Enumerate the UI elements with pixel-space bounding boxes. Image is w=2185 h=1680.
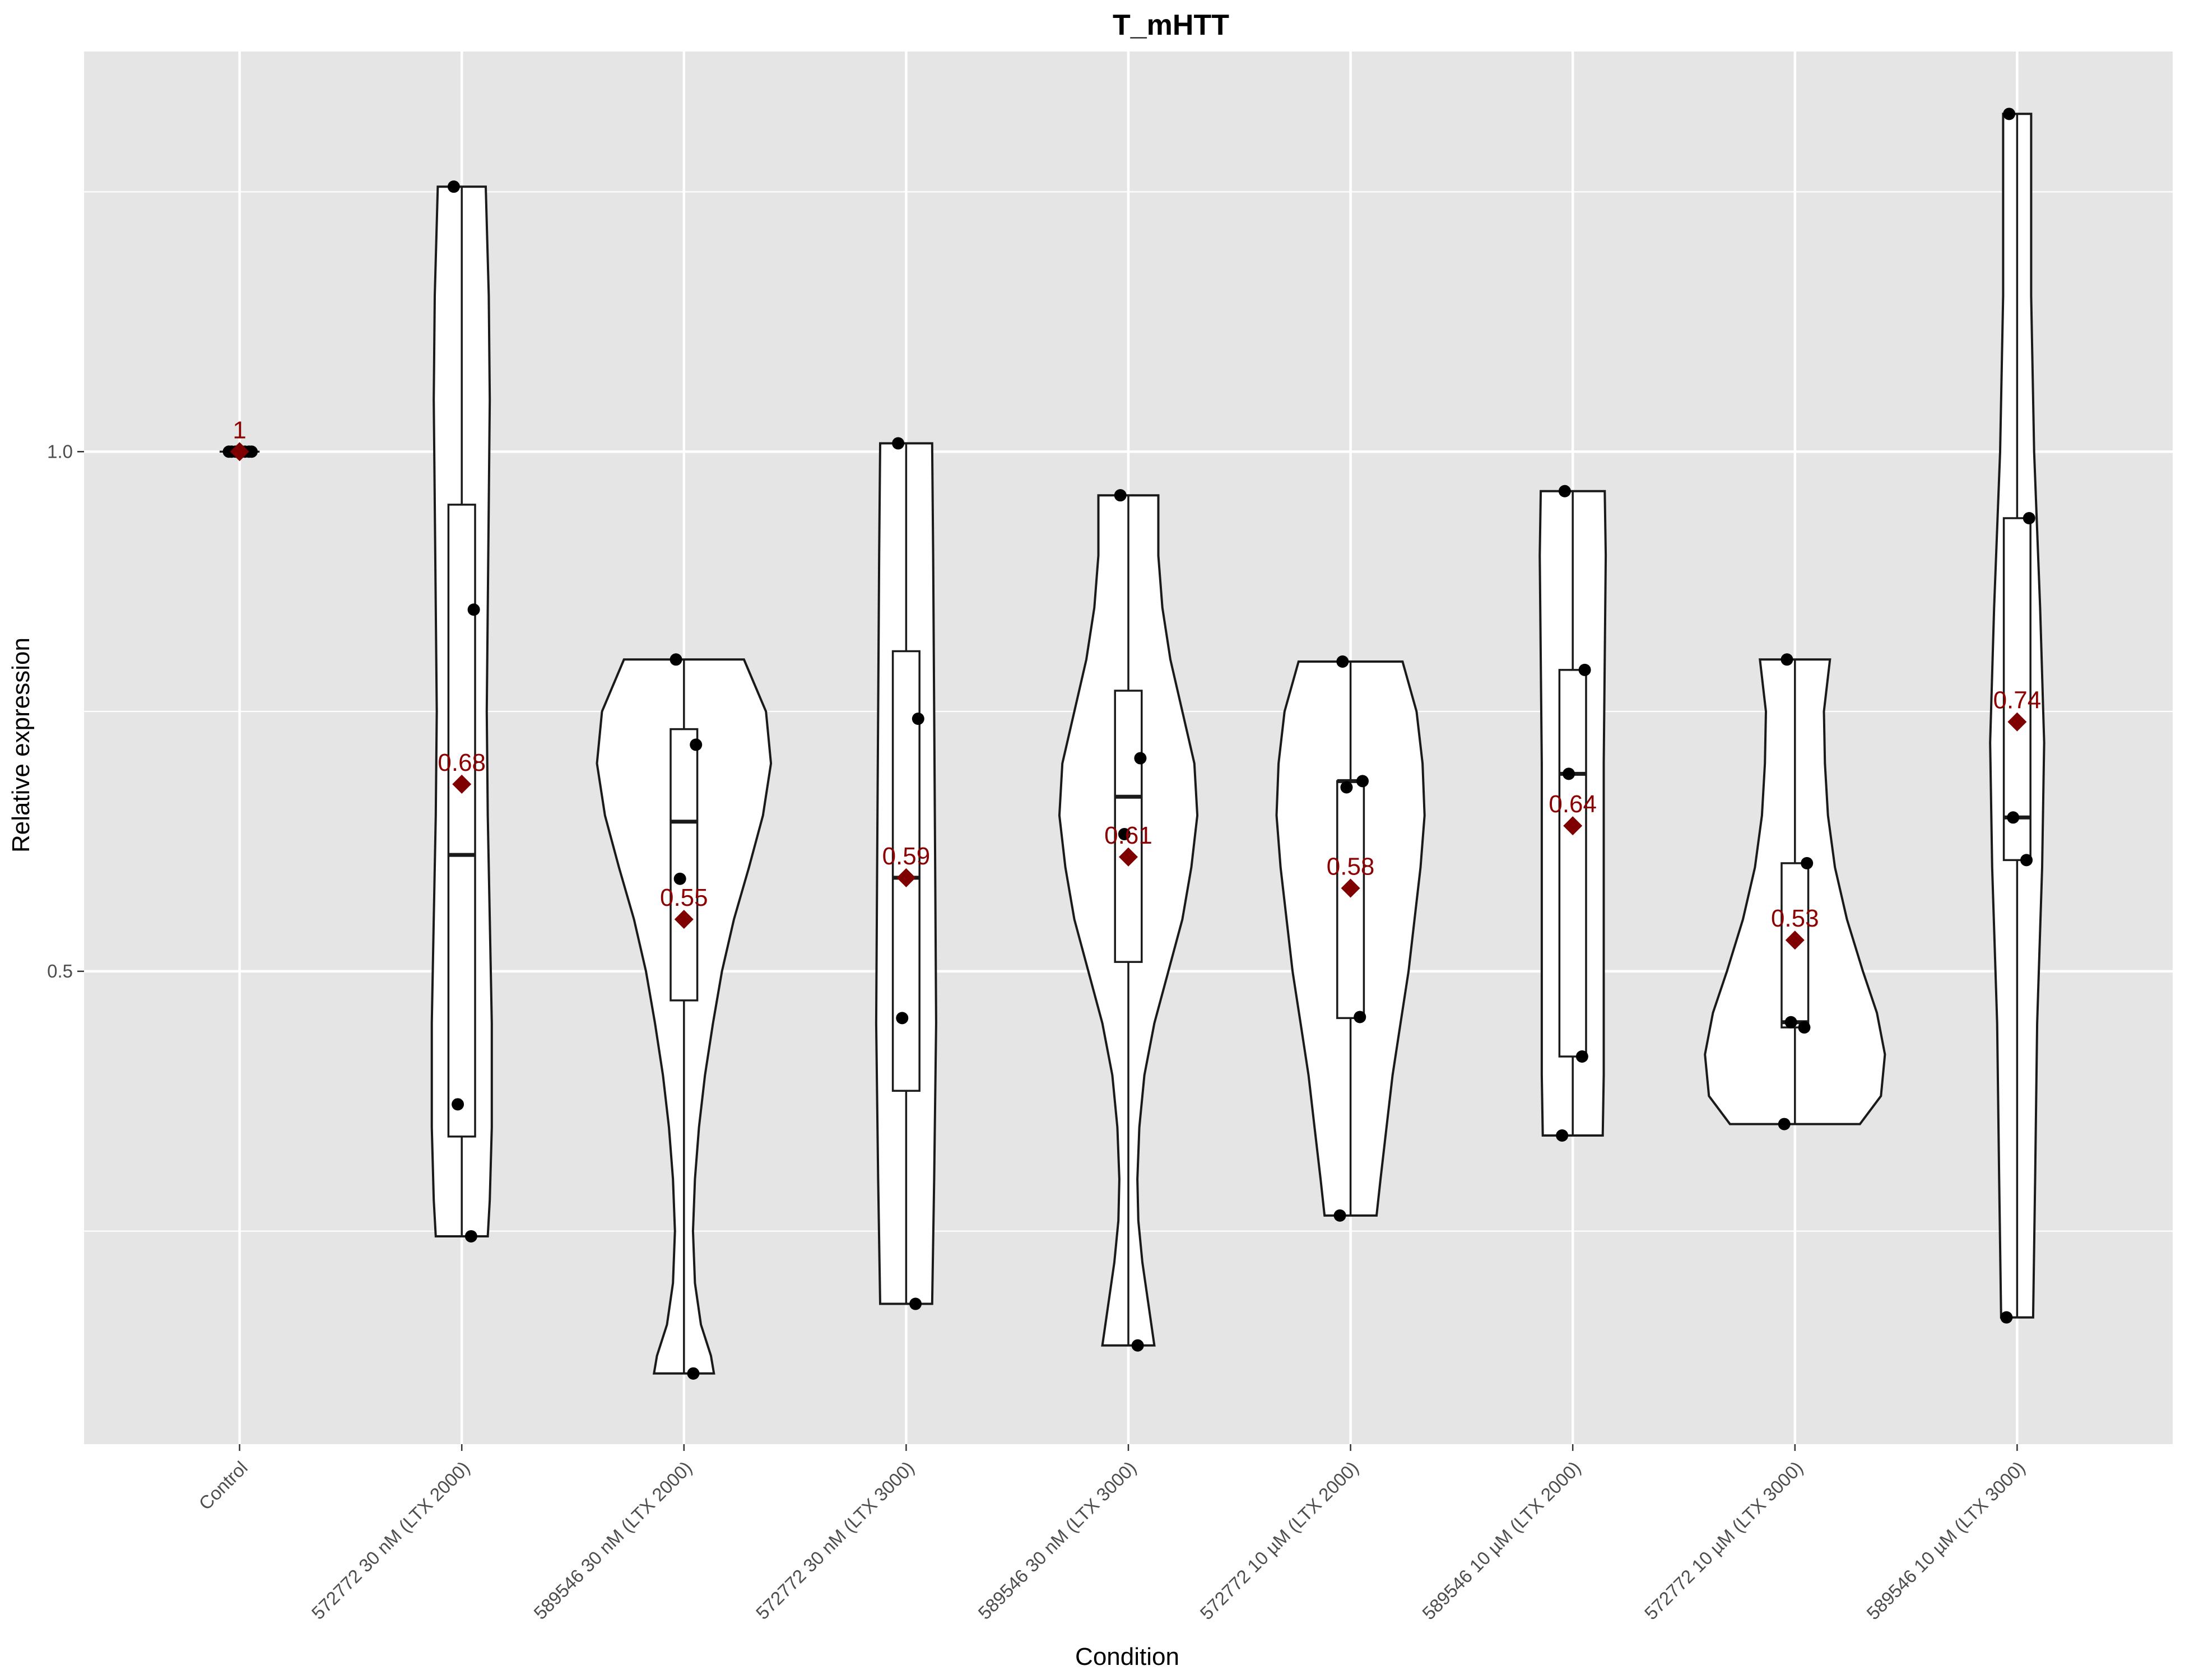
data-point (892, 437, 905, 450)
data-point (2020, 854, 2033, 867)
mean-marker (1563, 816, 1583, 836)
data-point (1336, 655, 1349, 668)
data-point (1340, 781, 1353, 794)
data-point (1333, 1209, 1346, 1222)
data-point (1356, 775, 1369, 788)
chart-title: T_mHTT (1113, 9, 1229, 41)
mean-marker (1341, 878, 1360, 898)
mean-label: 0.68 (438, 749, 486, 776)
mean-label: 0.58 (1327, 853, 1375, 880)
data-point (1798, 1021, 1811, 1034)
violin-group: 0.64 (1538, 485, 1607, 1142)
data-point (1780, 653, 1793, 666)
data-point (467, 603, 480, 616)
mean-label: 0.59 (882, 843, 931, 870)
mean-marker (1785, 930, 1805, 950)
mean-marker (674, 910, 694, 929)
box-iqr (1336, 780, 1365, 1020)
data-point (452, 1098, 464, 1111)
x-axis-title: Condition (1075, 1643, 1179, 1670)
mean-marker (230, 442, 249, 462)
violin-group: 0.59 (875, 437, 937, 1310)
data-point (1575, 1050, 1588, 1063)
data-point (1114, 489, 1127, 502)
box-iqr (2002, 517, 2031, 862)
data-point (2023, 511, 2035, 524)
mean-label: 1 (233, 416, 246, 444)
violin-group: 1 (219, 416, 260, 462)
violin-group: 0.68 (430, 180, 493, 1242)
y-axis-title: Relative expression (7, 637, 35, 853)
mean-label: 0.64 (1549, 790, 1597, 818)
mean-marker (1119, 847, 1138, 867)
data-point (2000, 1311, 2013, 1324)
y-tick-label: 0.5 (47, 961, 73, 981)
box-iqr (1558, 669, 1587, 1058)
box-iqr (1114, 690, 1143, 963)
data-point (1563, 767, 1575, 780)
violin-group: 0.55 (596, 653, 773, 1380)
mean-label: 0.53 (1771, 905, 1819, 932)
mean-marker (896, 868, 916, 887)
data-point (2003, 108, 2016, 120)
data-point (1556, 1129, 1569, 1142)
data-point (1578, 663, 1591, 676)
data-point (687, 1367, 700, 1380)
data-point (1784, 1016, 1797, 1029)
data-point (1801, 857, 1814, 869)
violin-group: 0.58 (1275, 655, 1426, 1222)
mean-marker (452, 774, 472, 794)
mean-label: 0.74 (1993, 687, 2042, 714)
box-iqr (670, 728, 699, 1002)
violin-group: 0.53 (1704, 653, 1886, 1130)
data-point (1118, 827, 1131, 840)
mean-label: 0.61 (1104, 822, 1152, 849)
data-point (670, 653, 682, 666)
data-point (222, 445, 235, 458)
data-point (1354, 1011, 1366, 1023)
data-point (2007, 811, 2020, 824)
violin-group: 0.61 (1058, 489, 1199, 1352)
data-point (1134, 752, 1147, 765)
data-point (1778, 1118, 1791, 1130)
mean-marker (2007, 712, 2027, 732)
mean-label: 0.55 (660, 884, 708, 911)
data-point (690, 738, 703, 751)
data-point (447, 180, 460, 193)
y-tick-label: 1.0 (47, 441, 73, 462)
data-point (896, 1012, 909, 1025)
box-iqr (447, 504, 476, 1138)
data-point (1131, 1339, 1144, 1352)
data-point (1558, 485, 1571, 497)
data-point (673, 872, 686, 885)
data-point (912, 713, 924, 725)
data-point (464, 1230, 477, 1242)
data-point (909, 1297, 922, 1310)
violin-group: 0.74 (1989, 108, 2045, 1324)
